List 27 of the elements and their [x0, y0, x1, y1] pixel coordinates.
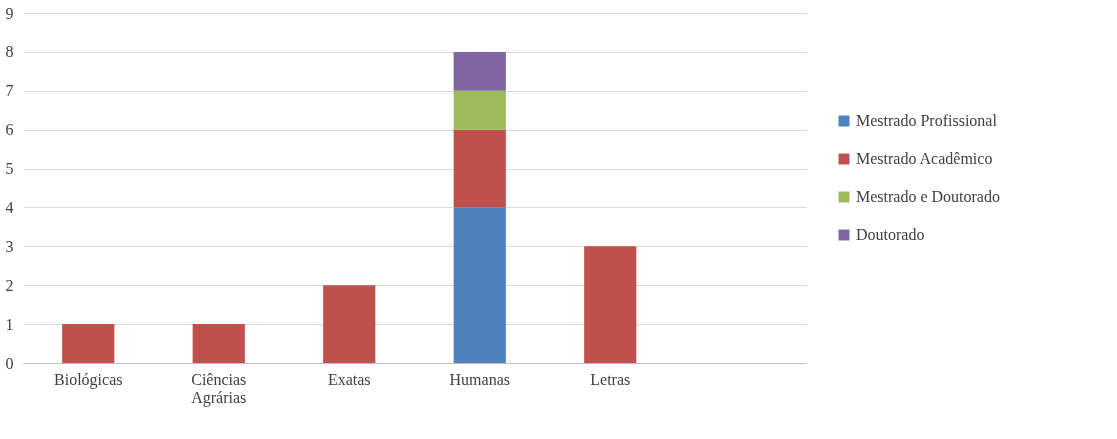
y-tick-label: 1: [5, 315, 14, 333]
y-tick-label: 9: [5, 4, 14, 22]
y-tick-label: 6: [5, 121, 14, 139]
bar: [453, 90, 506, 130]
bar: [192, 324, 245, 363]
x-tick-label: Biológicas: [54, 370, 123, 389]
y-tick-label: 7: [5, 82, 14, 100]
x-tick-label: Humanas: [449, 370, 510, 388]
legend-label: Mestrado e Doutorado: [856, 188, 1000, 205]
bar: [453, 129, 506, 208]
x-tick-label: Letras: [590, 370, 631, 388]
bar: [584, 246, 637, 363]
y-tick-label: 8: [5, 43, 14, 61]
bar: [453, 207, 506, 363]
legend-label: Doutorado: [856, 226, 925, 243]
y-tick-label: 2: [5, 276, 14, 294]
legend-label: Mestrado Profissional: [856, 112, 998, 129]
legend-label: Mestrado Acadêmico: [856, 150, 993, 167]
y-tick-label: 0: [5, 354, 14, 372]
bar: [62, 324, 115, 363]
bar: [453, 51, 506, 91]
y-tick-label: 3: [5, 237, 14, 255]
y-tick-label: 5: [5, 160, 14, 178]
x-tick-label: Ciências Agrárias: [191, 370, 247, 407]
x-tick-label: Exatas: [327, 370, 371, 388]
y-tick-label: 4: [5, 198, 14, 216]
bar: [323, 285, 376, 363]
